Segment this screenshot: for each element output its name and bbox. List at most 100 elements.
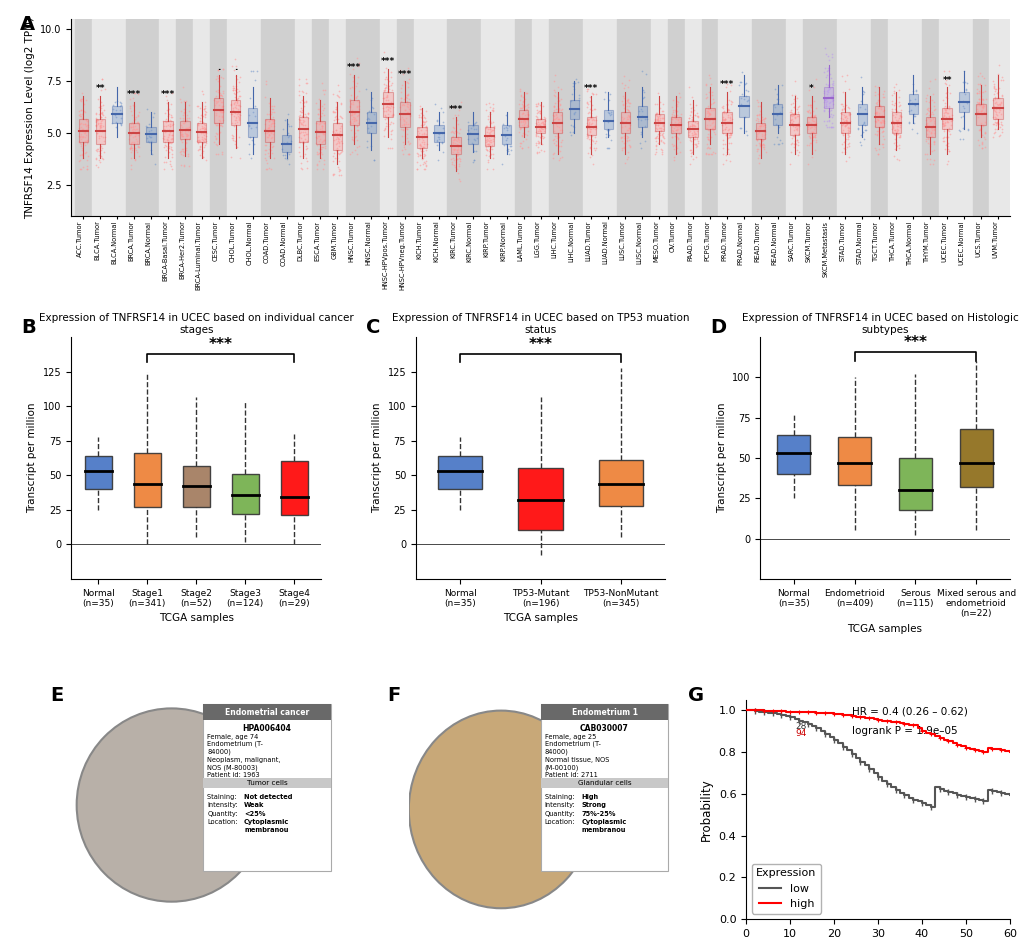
Point bbox=[653, 146, 669, 161]
Bar bbox=[227, 19, 261, 217]
Point bbox=[145, 109, 161, 124]
Point bbox=[713, 110, 730, 125]
Point bbox=[756, 111, 772, 126]
Point bbox=[839, 129, 855, 144]
Point bbox=[478, 133, 494, 148]
Point bbox=[213, 104, 229, 119]
Point bbox=[72, 102, 89, 117]
Point bbox=[751, 108, 767, 123]
Point bbox=[310, 106, 326, 121]
Point bbox=[984, 116, 1001, 131]
Point bbox=[258, 161, 274, 176]
Point bbox=[415, 144, 431, 159]
Point bbox=[840, 115, 856, 130]
Point bbox=[228, 111, 245, 126]
Point bbox=[544, 108, 560, 123]
Point bbox=[478, 131, 494, 146]
Bar bbox=[129, 123, 139, 144]
Point bbox=[484, 103, 500, 118]
Point bbox=[226, 106, 243, 121]
Point bbox=[515, 106, 531, 121]
Point bbox=[93, 139, 109, 154]
Point bbox=[481, 148, 497, 163]
Point bbox=[833, 117, 849, 132]
Point bbox=[377, 81, 393, 96]
Point bbox=[226, 82, 243, 97]
Point bbox=[228, 92, 245, 107]
Point bbox=[518, 110, 534, 125]
Point bbox=[631, 136, 647, 151]
Point bbox=[240, 117, 257, 132]
Point bbox=[561, 124, 578, 139]
Point bbox=[985, 78, 1002, 93]
Point bbox=[940, 106, 956, 121]
Point bbox=[452, 94, 469, 109]
Point bbox=[719, 114, 736, 129]
Point bbox=[688, 109, 704, 124]
Point bbox=[226, 115, 243, 130]
Point bbox=[683, 128, 699, 143]
Point bbox=[767, 117, 784, 132]
Point bbox=[668, 131, 685, 146]
Point bbox=[501, 139, 518, 154]
Point bbox=[988, 100, 1005, 115]
Point bbox=[668, 119, 685, 134]
Point bbox=[838, 98, 854, 113]
Point bbox=[901, 114, 917, 129]
Point bbox=[518, 98, 534, 113]
Point bbox=[178, 131, 195, 146]
Point bbox=[72, 161, 89, 176]
Point bbox=[331, 83, 347, 98]
Point bbox=[790, 135, 806, 150]
Point bbox=[804, 113, 820, 129]
Text: Endometrium 1: Endometrium 1 bbox=[571, 708, 637, 717]
Point bbox=[515, 113, 531, 129]
Point bbox=[720, 102, 737, 117]
Point bbox=[375, 123, 391, 138]
Point bbox=[296, 113, 312, 129]
Point bbox=[391, 62, 408, 77]
Point bbox=[550, 153, 567, 168]
Point bbox=[614, 111, 631, 126]
Point bbox=[799, 121, 815, 136]
Point bbox=[943, 113, 959, 128]
Point bbox=[123, 141, 140, 156]
Point bbox=[227, 59, 244, 74]
Point bbox=[653, 111, 669, 126]
Point bbox=[417, 147, 433, 162]
Point bbox=[163, 110, 179, 125]
Point bbox=[418, 142, 434, 157]
Point bbox=[514, 141, 530, 156]
Point bbox=[444, 134, 461, 149]
Point bbox=[580, 115, 596, 130]
Point bbox=[967, 107, 983, 122]
Point bbox=[298, 71, 314, 86]
Point bbox=[833, 111, 849, 126]
Point bbox=[970, 76, 986, 91]
Point bbox=[805, 118, 821, 133]
Point bbox=[161, 127, 177, 142]
Point bbox=[263, 107, 279, 122]
Point bbox=[141, 129, 157, 144]
Point bbox=[449, 131, 466, 146]
Point bbox=[837, 108, 853, 123]
Point bbox=[449, 142, 466, 157]
Point bbox=[314, 118, 330, 133]
Point bbox=[450, 172, 467, 187]
Point bbox=[651, 114, 667, 129]
Point bbox=[328, 101, 344, 116]
Point bbox=[923, 122, 940, 137]
Point bbox=[529, 106, 545, 121]
Point bbox=[970, 95, 986, 110]
Point bbox=[803, 113, 819, 128]
Point bbox=[395, 139, 412, 154]
Point bbox=[310, 107, 326, 122]
Point bbox=[514, 114, 530, 129]
Point bbox=[789, 118, 805, 133]
Text: HR = 0.4 (0.26 – 0.62): HR = 0.4 (0.26 – 0.62) bbox=[851, 706, 967, 717]
Point bbox=[689, 139, 705, 154]
Point bbox=[77, 119, 94, 134]
Point bbox=[399, 116, 416, 131]
Point bbox=[689, 109, 705, 124]
Point bbox=[986, 91, 1003, 106]
